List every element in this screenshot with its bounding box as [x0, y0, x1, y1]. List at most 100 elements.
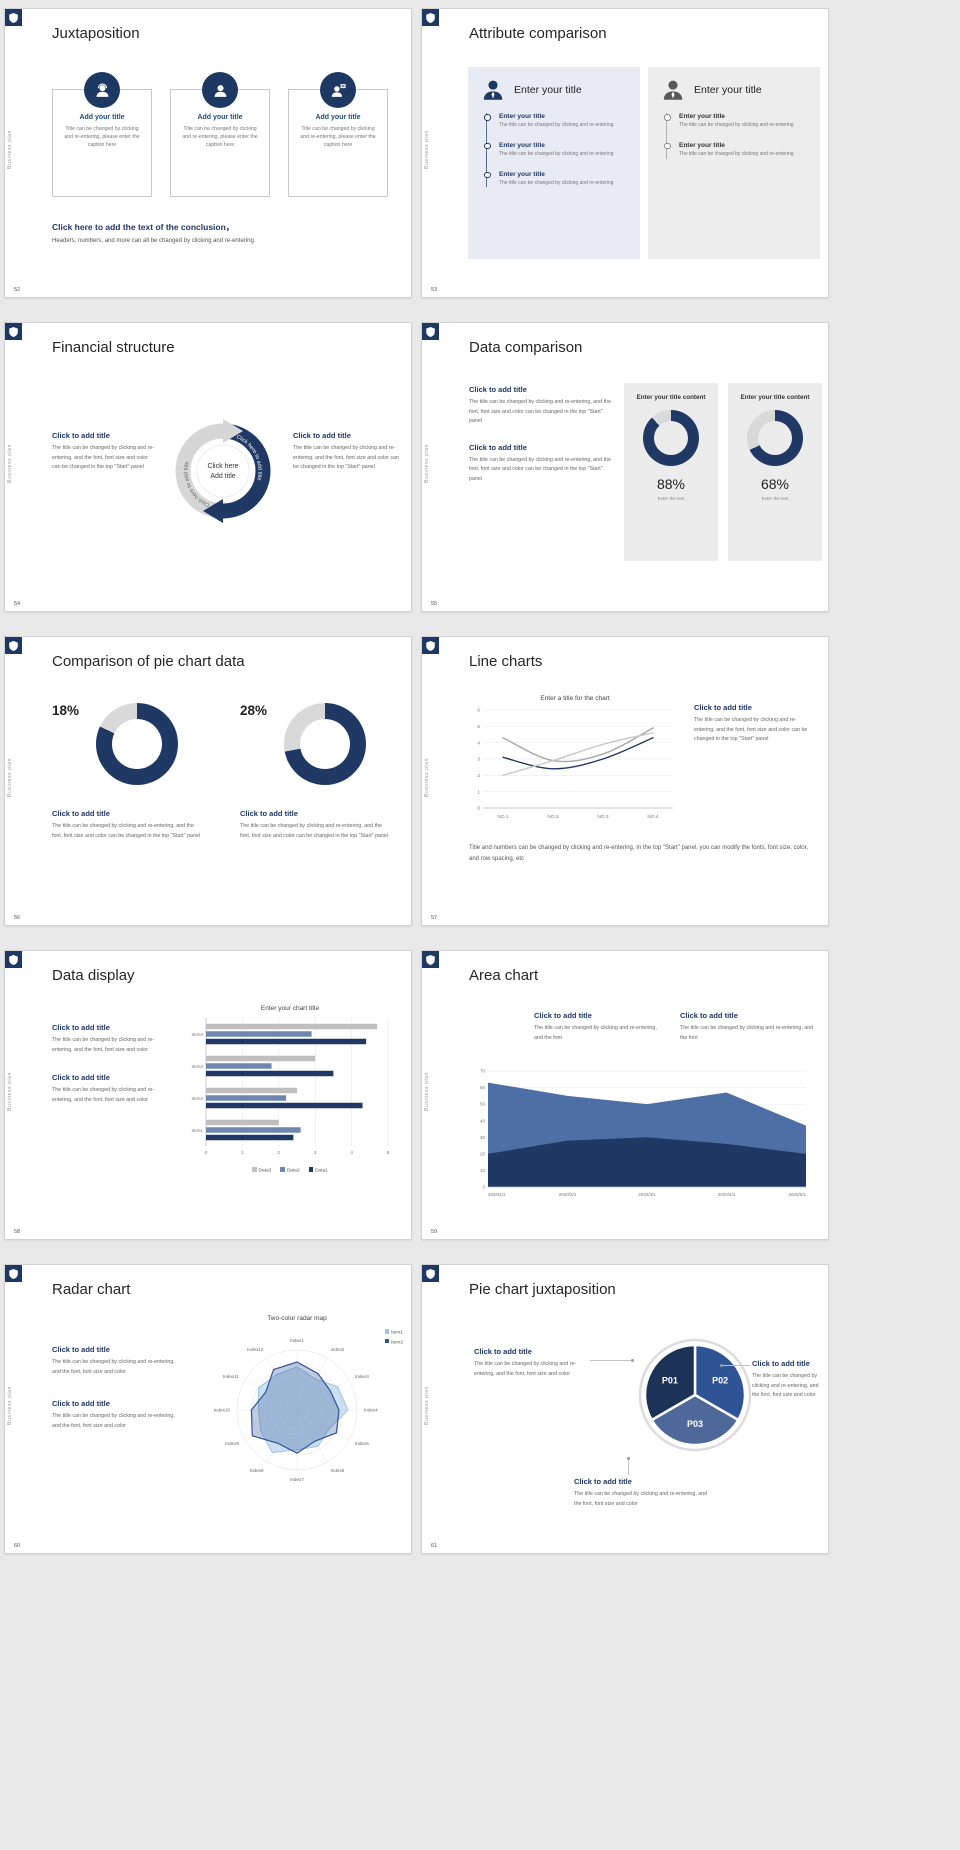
slide-thumbnail-55[interactable]: Business plan Data comparison Click to a…: [421, 322, 829, 612]
item-title: Enter your title: [499, 113, 545, 120]
slide-title: Juxtaposition: [52, 25, 140, 42]
card-title: Add your title: [197, 114, 243, 121]
svg-text:4: 4: [350, 1150, 353, 1155]
svg-text:Index7: Index7: [290, 1477, 304, 1482]
slide-number: 56: [14, 915, 21, 921]
text-column: Click to add title The title can be chan…: [469, 385, 615, 484]
support-agent-icon: [84, 72, 120, 108]
svg-text:70: 70: [480, 1069, 486, 1074]
slide-number: 61: [431, 1543, 438, 1549]
slide-thumbnail-53[interactable]: Business plan Attribute comparison Enter…: [421, 8, 829, 298]
svg-text:0: 0: [477, 806, 480, 812]
timeline: Enter your title The title can be changed…: [664, 113, 812, 159]
percent-value: 68%: [760, 476, 790, 493]
svg-text:30: 30: [480, 1135, 486, 1140]
item-title: Enter your title: [499, 141, 545, 149]
slide-title: Pie chart juxtaposition: [469, 1281, 616, 1298]
block-text: The title can be changed by clicking and…: [52, 1359, 175, 1375]
person-icon: [202, 72, 238, 108]
percent-label: 18%: [52, 703, 80, 718]
slide-title: Data display: [52, 967, 135, 984]
item-caption: The title can be changed by clicking and…: [499, 150, 614, 157]
slide-number: 54: [14, 601, 21, 607]
svg-text:Index8: Index8: [250, 1468, 264, 1473]
sidebar-vertical-label: Business plan: [424, 129, 430, 169]
connector-line: [627, 1457, 630, 1475]
donut-chart: [96, 703, 178, 785]
brand-logo: [5, 637, 22, 654]
text-block: Click to add title The title can be chan…: [752, 1359, 822, 1401]
slide-thumbnail-61[interactable]: Business plan Pie chart juxtaposition Cl…: [421, 1264, 829, 1554]
svg-text:3: 3: [314, 1150, 317, 1155]
slide-thumbnail-52[interactable]: Business plan Juxtaposition Add your tit…: [4, 8, 412, 298]
item-caption: The title can be changed by clicking and…: [499, 122, 614, 128]
svg-text:Item4: Item4: [192, 1032, 204, 1037]
info-card: Add your title Title can be changed by c…: [52, 72, 152, 197]
bar-chart: 0 1 2 3 4 5 Item1 Item2 Item3 Item4: [192, 1018, 390, 1155]
legend-item: Item1: [384, 1329, 403, 1336]
text-block: Click to add title The title can be chan…: [574, 1477, 712, 1509]
slide-thumbnail-60[interactable]: Business plan Radar chart Click to add t…: [4, 1264, 412, 1554]
chart-title: Enter a title for the chart: [540, 695, 610, 702]
bar-chart-block: Enter your chart title 0 1 2 3 4 5 Item1 Item2 I…: [181, 1005, 399, 1174]
block-title: Click to add title: [52, 1073, 110, 1083]
card-caption: Title can be changed by clicking and re-…: [182, 126, 258, 149]
shield-icon: [9, 640, 18, 651]
line-chart: 0 1 2 3 4 5 6 NO.1 NO.2 NO.3 NO.4: [477, 708, 673, 820]
item-caption: The title can be changed by clicking and…: [679, 122, 794, 128]
panel-header: Enter your title: [660, 77, 812, 103]
svg-text:P03: P03: [687, 1419, 703, 1429]
chart-title: Enter your chart title: [260, 1005, 320, 1012]
text-column: Click to add title The title can be chan…: [52, 1345, 180, 1431]
line-chart-block: Enter a title for the chart 0 1 2 3 4 5 6 NO.1 N…: [469, 695, 681, 827]
block-text: The title can be changed by clicking and…: [52, 1087, 155, 1103]
arrow-head-blue: [203, 499, 223, 523]
block-title: Click to add title: [52, 809, 110, 818]
pie-half: 18% Click to add title The title can be …: [52, 701, 204, 841]
svg-text:3: 3: [477, 757, 480, 763]
sidebar-vertical-label: Business plan: [424, 1071, 430, 1111]
slide-thumbnail-57[interactable]: Business plan Line charts Enter a title …: [421, 636, 829, 926]
radar-chart: Index1 Index2 Index3 Index4 Index5 Index6 Inde…: [214, 1338, 379, 1482]
stat-panels: Enter your title content 88% Enter the t…: [624, 383, 822, 561]
svg-text:Index10: Index10: [214, 1408, 231, 1413]
shield-icon: [426, 1268, 435, 1279]
panel-title: Enter your title: [514, 84, 582, 96]
conclusion-title: Click here to add the text of the conclu…: [52, 222, 235, 232]
timeline-item: Enter your title The title can be changed…: [484, 141, 632, 159]
brand-logo: [5, 9, 22, 26]
text-block: Click to add title The title can be chan…: [52, 1023, 172, 1055]
block-title: Click to add title: [469, 385, 527, 394]
svg-text:Item1: Item1: [192, 1128, 204, 1133]
slide-thumbnail-56[interactable]: Business plan Comparison of pie chart da…: [4, 636, 412, 926]
svg-text:60: 60: [480, 1085, 486, 1090]
slide-grid: Business plan Juxtaposition Add your tit…: [4, 8, 829, 1554]
block-title: Click to add title: [52, 431, 110, 440]
brand-logo: [5, 951, 22, 968]
svg-text:2020/3/1: 2020/3/1: [638, 1192, 656, 1197]
percent-value: 88%: [656, 476, 686, 493]
connector-line: [590, 1359, 634, 1362]
brand-logo: [5, 323, 22, 340]
businessman-icon: [483, 80, 503, 100]
slide-thumbnail-58[interactable]: Business plan Data display Click to add …: [4, 950, 412, 1240]
card-caption: Title can be changed by clicking and re-…: [64, 126, 140, 149]
radar-chart-block: Two-color radar map Index1 Index2 Index3 In…: [191, 1315, 403, 1493]
sidebar-vertical-label: Business plan: [7, 1385, 13, 1425]
text-block-left: Click to add title The title can be chan…: [52, 431, 156, 473]
block-title: Click to add title: [240, 809, 298, 818]
sidebar-vertical-label: Business plan: [7, 757, 13, 797]
svg-text:Index9: Index9: [225, 1441, 239, 1446]
slide-title: Data comparison: [469, 339, 583, 356]
card-title: Add your title: [79, 114, 125, 121]
circular-arrow-diagram: Click here to add title Click here to ad…: [161, 409, 285, 533]
slide-thumbnail-59[interactable]: Business plan Area chart Click to add ti…: [421, 950, 829, 1240]
block-text: The title can be changed by clicking and…: [474, 1361, 577, 1377]
svg-text:Index12: Index12: [247, 1347, 264, 1352]
block-text: The title can be changed by clicking and…: [52, 1413, 175, 1429]
stat-panel: Enter your title content 88% Enter the t…: [624, 383, 718, 561]
center-text-line2: Add title: [210, 473, 235, 480]
slide-thumbnail-54[interactable]: Business plan Financial structure Click …: [4, 322, 412, 612]
chart-legend: Data3 Data2 Data1: [181, 1167, 399, 1174]
